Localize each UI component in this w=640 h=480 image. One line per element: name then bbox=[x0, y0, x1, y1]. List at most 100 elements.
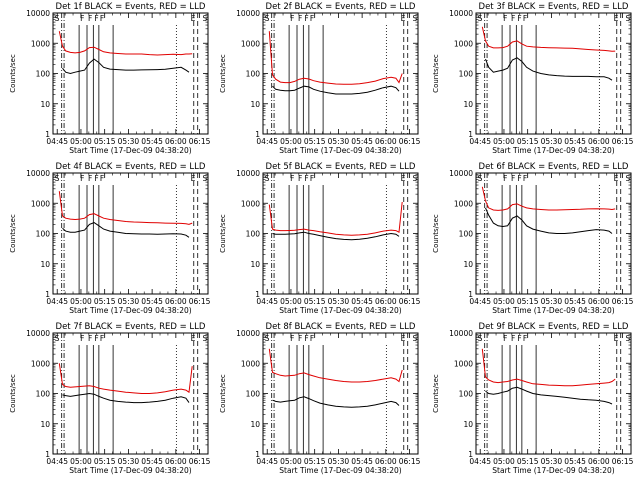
panel-title: Det 9f BLACK = Events, RED = LLD bbox=[479, 322, 629, 332]
x-tick-label: 05:45 bbox=[564, 457, 586, 466]
plot-frame bbox=[262, 12, 419, 135]
events-series-line bbox=[62, 58, 190, 75]
marker-label-f: F bbox=[100, 14, 104, 23]
x-tick-label: 04:45 bbox=[256, 137, 278, 146]
x-tick-label: 06:00 bbox=[165, 297, 187, 306]
marker-label-e: E bbox=[191, 174, 196, 183]
marker-label-s: S bbox=[265, 174, 270, 183]
plot-frame bbox=[262, 172, 419, 295]
x-tick-label: 05:30 bbox=[328, 457, 350, 466]
detector-panel: Det 6f BLACK = Events, RED = LLD Counts/s… bbox=[432, 162, 634, 315]
marker-label-s: S bbox=[625, 14, 630, 23]
y-tick-label: 1 bbox=[45, 130, 50, 139]
x-axis-label: Start Time (17-Dec-09 04:38:20) bbox=[492, 466, 614, 475]
x-tick-label: 05:45 bbox=[141, 137, 163, 146]
x-tick-label: 05:00 bbox=[280, 137, 302, 146]
lld-series-line bbox=[268, 31, 403, 85]
marker-label-f: F bbox=[523, 174, 527, 183]
lld-series-line bbox=[268, 201, 403, 236]
x-tick-label: 05:30 bbox=[328, 297, 350, 306]
marker-label-f: F bbox=[304, 174, 308, 183]
marker-label-f: F bbox=[304, 14, 308, 23]
detector-panel: Det 4f BLACK = Events, RED = LLD Counts/s… bbox=[9, 162, 211, 315]
x-axis-label: Start Time (17-Dec-09 04:38:20) bbox=[492, 306, 614, 315]
y-tick-label: 100 bbox=[246, 230, 261, 239]
marker-label-f: F bbox=[80, 14, 84, 23]
x-tick-label: 05:15 bbox=[304, 457, 326, 466]
marker-label-f: F bbox=[94, 334, 98, 343]
panel-title: Det 2f BLACK = Events, RED = LLD bbox=[266, 2, 416, 12]
x-tick-label: 06:15 bbox=[612, 297, 634, 306]
x-tick-label: 04:45 bbox=[46, 137, 68, 146]
marker-label-e: E bbox=[401, 174, 406, 183]
y-tick-label: 10 bbox=[40, 260, 50, 269]
x-tick-label: 05:30 bbox=[118, 297, 140, 306]
marker-label-f: F bbox=[523, 334, 527, 343]
x-tick-label: 06:15 bbox=[189, 297, 211, 306]
detector-panel: Det 5f BLACK = Events, RED = LLD Counts/s… bbox=[219, 162, 421, 315]
marker-label-e: E bbox=[614, 14, 619, 23]
x-tick-label: 04:45 bbox=[256, 297, 278, 306]
detector-panel: Det 2f BLACK = Events, RED = LLD Counts/s… bbox=[219, 2, 421, 155]
panel-title: Det 1f BLACK = Events, RED = LLD bbox=[56, 2, 206, 12]
x-tick-label: 05:15 bbox=[94, 457, 116, 466]
y-axis-label: Counts/sec bbox=[9, 374, 17, 413]
marker-label-s: S bbox=[265, 14, 270, 23]
x-tick-label: 05:30 bbox=[118, 457, 140, 466]
events-series-line bbox=[485, 386, 613, 405]
events-series-line bbox=[62, 392, 190, 404]
panel-title: Det 5f BLACK = Events, RED = LLD bbox=[266, 162, 416, 172]
marker-label-f: F bbox=[94, 14, 98, 23]
y-tick-label: 10000 bbox=[236, 329, 260, 338]
events-series-line bbox=[485, 57, 613, 81]
x-tick-label: 05:00 bbox=[70, 137, 92, 146]
x-tick-label: 04:45 bbox=[469, 297, 491, 306]
marker-label-f: F bbox=[304, 334, 308, 343]
y-tick-label: 10000 bbox=[449, 9, 473, 18]
y-tick-label: 1 bbox=[45, 290, 50, 299]
x-tick-label: 05:30 bbox=[541, 137, 563, 146]
marker-label-f: F bbox=[310, 14, 314, 23]
marker-label-f: F bbox=[310, 174, 314, 183]
marker-label-f: F bbox=[517, 14, 521, 23]
marker-label-s: S bbox=[55, 174, 60, 183]
marker-label-e: E bbox=[401, 334, 406, 343]
x-tick-label: 05:45 bbox=[351, 297, 373, 306]
y-tick-label: 10000 bbox=[26, 329, 50, 338]
detector-panel: Det 3f BLACK = Events, RED = LLD Counts/s… bbox=[432, 2, 634, 155]
marker-label-s: S bbox=[478, 334, 483, 343]
marker-label-e: E bbox=[401, 14, 406, 23]
x-tick-label: 06:15 bbox=[189, 137, 211, 146]
x-tick-label: 06:15 bbox=[612, 457, 634, 466]
marker-label-f: F bbox=[100, 174, 104, 183]
y-tick-label: 100 bbox=[459, 230, 474, 239]
lld-series-line bbox=[481, 348, 616, 387]
x-tick-label: 05:45 bbox=[564, 297, 586, 306]
marker-label-s: S bbox=[412, 174, 417, 183]
y-tick-label: 10000 bbox=[236, 169, 260, 178]
marker-label-f: F bbox=[310, 334, 314, 343]
x-tick-label: 05:00 bbox=[70, 457, 92, 466]
marker-label-s: S bbox=[625, 174, 630, 183]
x-axis-label: Start Time (17-Dec-09 04:38:20) bbox=[69, 146, 191, 155]
marker-label-f: F bbox=[80, 174, 84, 183]
detector-panel: Det 9f BLACK = Events, RED = LLD Counts/s… bbox=[432, 322, 634, 475]
x-tick-label: 05:15 bbox=[304, 297, 326, 306]
x-tick-label: 05:45 bbox=[141, 457, 163, 466]
x-axis-label: Start Time (17-Dec-09 04:38:20) bbox=[492, 146, 614, 155]
y-tick-label: 1 bbox=[45, 450, 50, 459]
marker-label-f: F bbox=[290, 14, 294, 23]
plot-frame bbox=[475, 12, 632, 135]
marker-label-s: S bbox=[202, 334, 207, 343]
marker-label-f: F bbox=[511, 334, 515, 343]
x-tick-label: 06:00 bbox=[165, 457, 187, 466]
marker-label-f: F bbox=[100, 334, 104, 343]
x-tick-label: 06:15 bbox=[399, 137, 421, 146]
x-tick-label: 05:15 bbox=[94, 137, 116, 146]
y-tick-label: 1000 bbox=[31, 39, 50, 48]
marker-label-s: S bbox=[478, 14, 483, 23]
marker-label-f: F bbox=[298, 334, 302, 343]
y-tick-label: 10 bbox=[250, 420, 260, 429]
marker-label-f: F bbox=[94, 174, 98, 183]
x-axis-label: Start Time (17-Dec-09 04:38:20) bbox=[69, 466, 191, 475]
